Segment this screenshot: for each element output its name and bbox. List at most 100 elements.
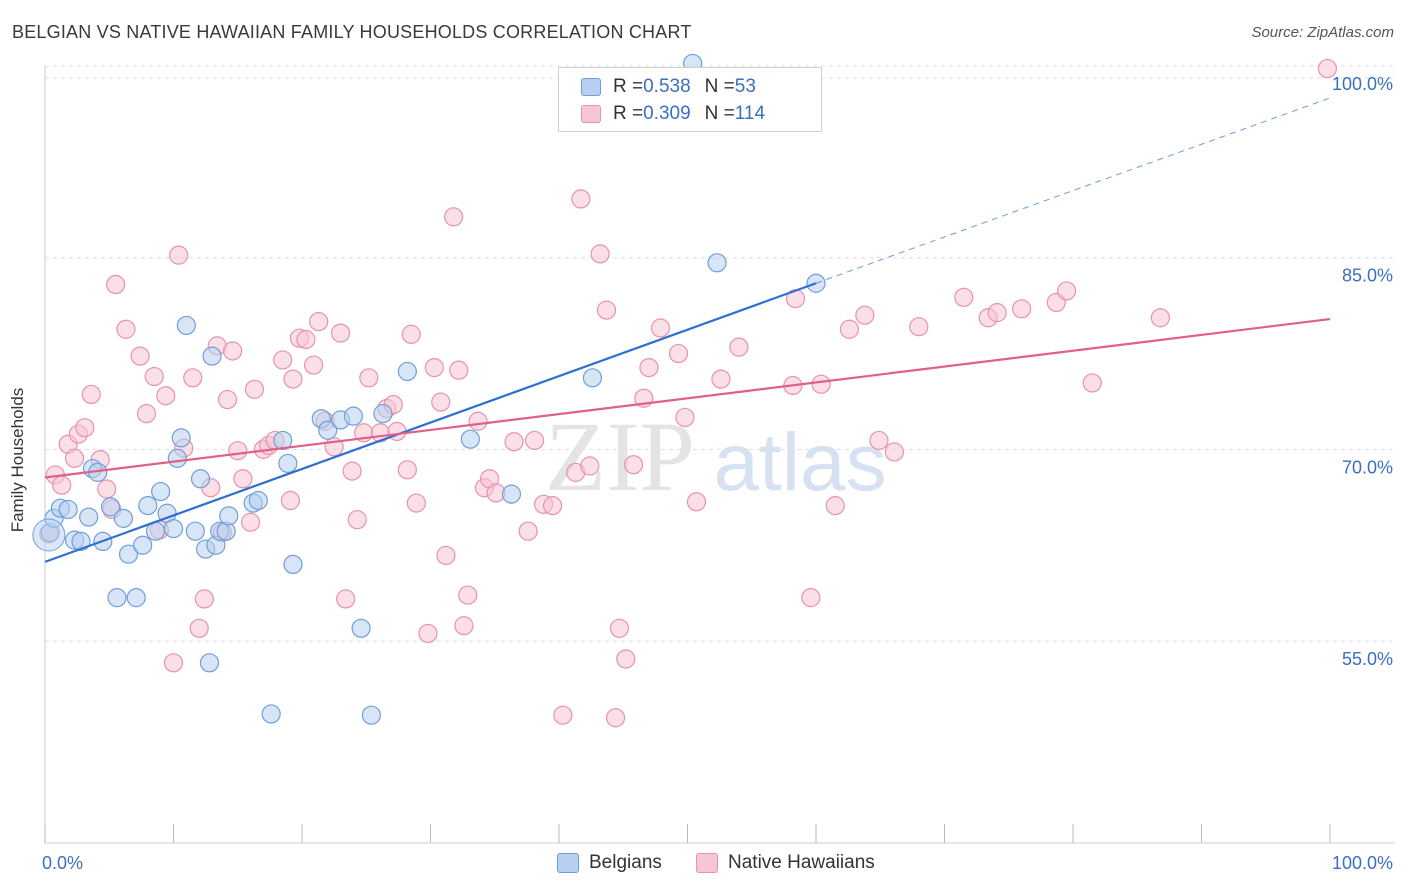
point-belgians[interactable] xyxy=(126,588,146,608)
point-native-hawaiians[interactable] xyxy=(650,318,671,338)
point-native-hawaiians[interactable] xyxy=(163,653,184,673)
point-native-hawaiians[interactable] xyxy=(52,475,72,495)
point-belgians[interactable] xyxy=(261,704,281,724)
point-belgians[interactable] xyxy=(283,554,303,575)
point-native-hawaiians[interactable] xyxy=(711,369,731,389)
point-belgians[interactable] xyxy=(167,448,187,468)
point-native-hawaiians[interactable] xyxy=(309,311,329,332)
point-native-hawaiians[interactable] xyxy=(458,585,478,605)
point-belgians[interactable] xyxy=(185,521,205,541)
point-native-hawaiians[interactable] xyxy=(524,430,545,451)
point-native-hawaiians[interactable] xyxy=(347,510,367,530)
point-native-hawaiians[interactable] xyxy=(241,512,261,532)
point-native-hawaiians[interactable] xyxy=(1317,58,1338,79)
point-native-hawaiians[interactable] xyxy=(64,448,85,468)
point-native-hawaiians[interactable] xyxy=(106,274,126,295)
point-native-hawaiians[interactable] xyxy=(217,389,238,410)
point-native-hawaiians[interactable] xyxy=(330,323,351,343)
point-native-hawaiians[interactable] xyxy=(75,418,95,438)
point-native-hawaiians[interactable] xyxy=(518,521,538,541)
point-belgians[interactable] xyxy=(176,315,196,336)
point-belgians[interactable] xyxy=(151,481,171,502)
bottom-legend-belgians[interactable]: Belgians xyxy=(557,852,662,874)
point-native-hawaiians[interactable] xyxy=(668,343,689,364)
point-belgians[interactable] xyxy=(318,420,338,440)
point-native-hawaiians[interactable] xyxy=(169,245,189,265)
point-belgians[interactable] xyxy=(343,406,363,426)
point-belgians[interactable] xyxy=(707,253,727,273)
point-belgians[interactable] xyxy=(58,499,78,520)
point-belgians[interactable] xyxy=(248,490,268,511)
point-belgians[interactable] xyxy=(190,469,211,489)
point-native-hawaiians[interactable] xyxy=(424,357,444,378)
point-native-hawaiians[interactable] xyxy=(811,374,831,394)
point-native-hawaiians[interactable] xyxy=(81,384,101,405)
point-native-hawaiians[interactable] xyxy=(273,350,293,370)
point-belgians[interactable] xyxy=(138,496,158,516)
point-native-hawaiians[interactable] xyxy=(639,357,659,378)
point-belgians[interactable] xyxy=(460,429,480,449)
point-native-hawaiians[interactable] xyxy=(884,442,904,462)
point-native-hawaiians[interactable] xyxy=(801,588,821,608)
point-belgians[interactable] xyxy=(202,346,222,366)
point-belgians[interactable] xyxy=(501,484,522,504)
point-belgians[interactable] xyxy=(113,508,133,528)
point-native-hawaiians[interactable] xyxy=(553,705,573,725)
point-native-hawaiians[interactable] xyxy=(283,369,303,389)
point-native-hawaiians[interactable] xyxy=(454,616,474,636)
point-belgians[interactable] xyxy=(163,519,184,539)
point-native-hawaiians[interactable] xyxy=(194,589,214,609)
point-native-hawaiians[interactable] xyxy=(130,346,150,366)
point-belgians[interactable] xyxy=(171,428,191,448)
point-belgians[interactable] xyxy=(278,453,298,474)
point-native-hawaiians[interactable] xyxy=(436,545,456,566)
point-native-hawaiians[interactable] xyxy=(542,496,563,516)
point-native-hawaiians[interactable] xyxy=(418,623,438,644)
point-native-hawaiians[interactable] xyxy=(609,618,629,638)
point-native-hawaiians[interactable] xyxy=(296,329,316,350)
point-native-hawaiians[interactable] xyxy=(468,411,488,431)
point-native-hawaiians[interactable] xyxy=(228,441,248,461)
point-native-hawaiians[interactable] xyxy=(590,244,610,264)
point-native-hawaiians[interactable] xyxy=(605,708,626,728)
point-native-hawaiians[interactable] xyxy=(336,589,356,609)
point-belgians[interactable] xyxy=(397,361,417,382)
point-belgians[interactable] xyxy=(582,368,603,388)
point-native-hawaiians[interactable] xyxy=(623,455,644,475)
point-native-hawaiians[interactable] xyxy=(244,379,265,399)
point-belgians-cluster[interactable] xyxy=(32,518,66,552)
point-native-hawaiians[interactable] xyxy=(449,360,469,380)
point-native-hawaiians[interactable] xyxy=(839,319,860,339)
point-belgians[interactable] xyxy=(373,404,393,424)
point-native-hawaiians[interactable] xyxy=(987,303,1007,323)
point-native-hawaiians[interactable] xyxy=(571,189,591,209)
point-belgians[interactable] xyxy=(273,430,293,451)
point-native-hawaiians[interactable] xyxy=(580,456,600,476)
point-native-hawaiians[interactable] xyxy=(616,649,636,669)
point-native-hawaiians[interactable] xyxy=(183,368,203,388)
point-belgians[interactable] xyxy=(199,653,220,673)
point-native-hawaiians[interactable] xyxy=(431,392,451,412)
point-native-hawaiians[interactable] xyxy=(233,469,253,489)
point-belgians[interactable] xyxy=(361,705,381,725)
point-native-hawaiians[interactable] xyxy=(729,337,749,357)
bottom-legend-native-hawaiians[interactable]: Native Hawaiians xyxy=(696,852,875,874)
point-native-hawaiians[interactable] xyxy=(869,430,889,451)
point-native-hawaiians[interactable] xyxy=(280,490,301,511)
point-belgians[interactable] xyxy=(79,507,99,527)
point-native-hawaiians[interactable] xyxy=(444,207,464,227)
point-native-hawaiians[interactable] xyxy=(825,496,845,516)
point-native-hawaiians[interactable] xyxy=(1150,308,1170,328)
point-native-hawaiians[interactable] xyxy=(97,479,117,499)
point-native-hawaiians[interactable] xyxy=(397,460,417,480)
point-belgians[interactable] xyxy=(100,497,121,517)
point-native-hawaiians[interactable] xyxy=(136,404,157,424)
point-native-hawaiians[interactable] xyxy=(223,341,243,361)
point-native-hawaiians[interactable] xyxy=(909,317,929,337)
point-belgians[interactable] xyxy=(71,531,91,552)
point-native-hawaiians[interactable] xyxy=(504,432,524,452)
point-native-hawaiians[interactable] xyxy=(675,407,695,428)
point-belgians[interactable] xyxy=(118,544,139,564)
point-native-hawaiians[interactable] xyxy=(342,461,362,481)
point-native-hawaiians[interactable] xyxy=(401,324,421,344)
